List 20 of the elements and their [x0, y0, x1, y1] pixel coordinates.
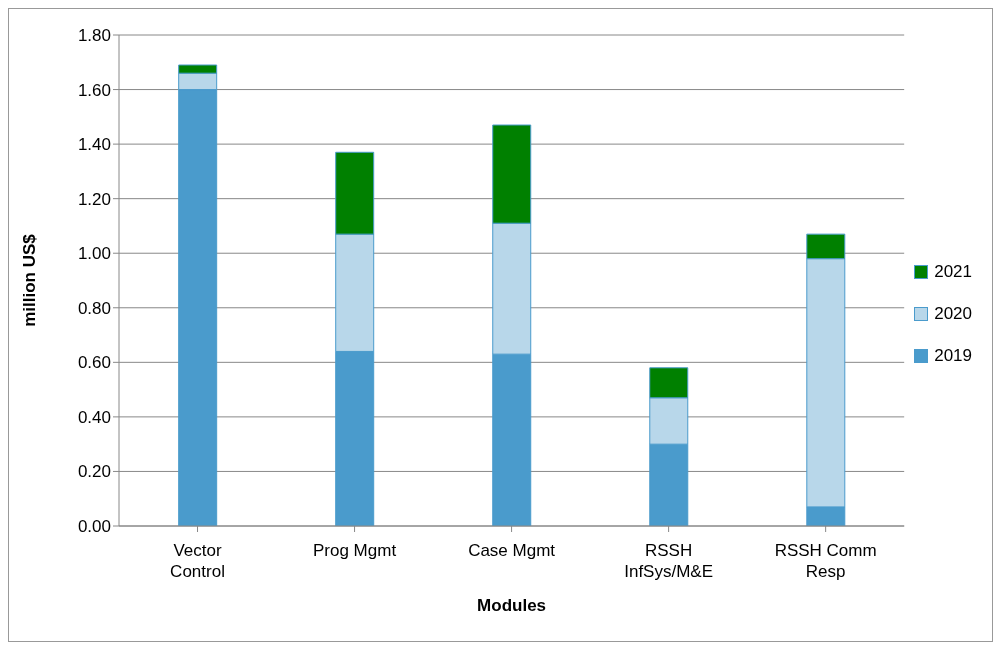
- y-tick-label: 0.40: [77, 407, 111, 427]
- x-axis-title: Modules: [477, 596, 547, 615]
- y-tick-label: 1.40: [77, 135, 111, 155]
- legend-label: 2019: [934, 346, 972, 366]
- x-tick-label: Prog Mgmt: [312, 541, 397, 560]
- x-tick-label: Case Mgmt: [468, 541, 556, 560]
- x-tick-label: Vector Control: [170, 541, 225, 581]
- y-axis-title: million US$: [20, 233, 40, 327]
- y-tick-label: 0.20: [77, 462, 111, 482]
- y-tick-label: 0.80: [77, 298, 111, 318]
- y-tick-label: 1.20: [77, 189, 111, 209]
- x-tick-label: RSSH InfSys/M&E: [624, 541, 714, 581]
- legend-label: 2021: [934, 262, 972, 282]
- y-tick-label: 1.60: [77, 80, 111, 100]
- y-tick-label: 1.80: [77, 26, 111, 46]
- x-tick-label: RSSH Comm Resp: [774, 541, 877, 581]
- y-tick-label: 0.00: [77, 517, 111, 537]
- y-tick-label: 0.60: [77, 353, 111, 373]
- legend-label: 2020: [934, 304, 972, 324]
- y-tick-label: 1.00: [77, 244, 111, 264]
